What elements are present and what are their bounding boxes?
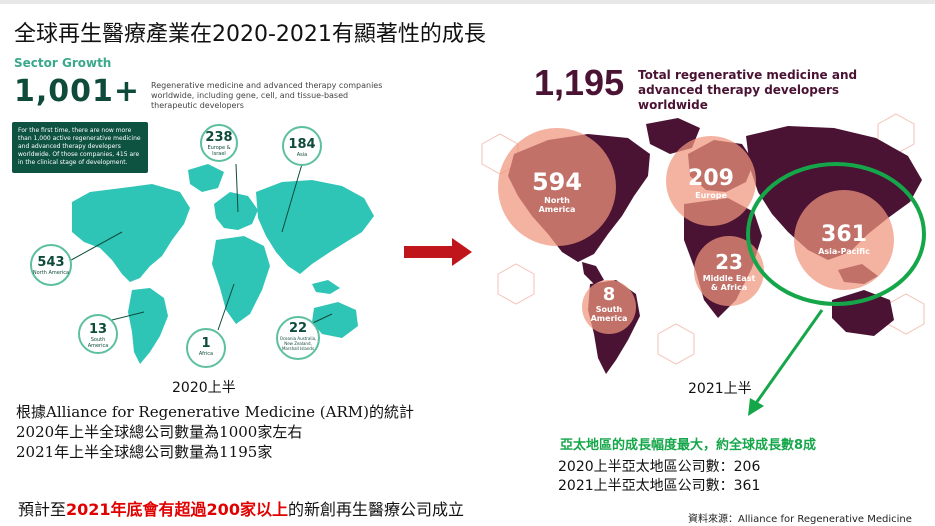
region-bubble-asia-pacific-2021: 361 Asia-Pacific <box>794 190 894 290</box>
forecast-suffix: 的新創再生醫療公司成立 <box>287 500 464 519</box>
apac-counts: 2020上半亞太地區公司數：206 2021上半亞太地區公司數：361 <box>558 458 760 496</box>
region-bubble-north-america-2021: 594 North America <box>498 128 616 246</box>
apac-count-2021: 2021上半亞太地區公司數：361 <box>558 478 761 494</box>
region-bubble-north-america-2020: 543 North America <box>30 244 72 286</box>
region-bubble-asia-2020: 184 Asia <box>282 126 322 166</box>
caption-2020: 2020上半 <box>172 380 236 396</box>
total-2020-number: 1,001+ <box>14 74 141 109</box>
sector-growth-label: Sector Growth <box>14 56 112 70</box>
region-bubble-oceania-2020: 22 Oceania Australia, New Zealand, Marsh… <box>276 316 320 360</box>
region-bubble-south-america-2021: 8 South America <box>582 280 636 334</box>
notes-line-arm: 根據Alliance for Regenerative Medicine (AR… <box>16 403 414 421</box>
total-2021-number: 1,195 <box>534 62 625 103</box>
apac-growth-title: 亞太地區的成長幅度最大，約全球成長數8成 <box>560 438 817 453</box>
apac-highlight-annotation <box>746 162 926 416</box>
slide-title: 全球再生醫療產業在2020-2021有顯著性的成長 <box>14 22 486 47</box>
region-bubble-africa-2020: 1 Africa <box>186 328 226 368</box>
apac-highlight-circle <box>746 162 926 306</box>
region-bubble-europe-2021: 209 Europe <box>666 136 756 226</box>
caption-2021: 2021上半 <box>688 381 752 397</box>
forecast-prefix: 預計至 <box>18 500 67 519</box>
apac-count-2020: 2020上半亞太地區公司數：206 <box>558 459 761 475</box>
apac-pointer-arrowhead-icon <box>748 398 764 416</box>
forecast-highlight: 2021年底會有超過200家以上 <box>66 500 288 519</box>
top-border <box>0 0 935 4</box>
teal-world-map <box>63 163 374 364</box>
notes-line-2020: 2020年上半全球總公司數量為1000家左右 <box>16 423 303 441</box>
clinical-stage-note: For the first time, there are now more t… <box>12 122 148 173</box>
growth-arrow-icon <box>404 238 472 266</box>
total-2021-description: Total regenerative medicine and advanced… <box>638 68 858 112</box>
statistics-notes: 根據Alliance for Regenerative Medicine (AR… <box>16 402 414 462</box>
notes-line-2021: 2021年上半全球總公司數量為1195家 <box>16 443 273 461</box>
infographic-2020: Sector Growth 1,001+ Regenerative medici… <box>12 52 400 370</box>
total-2020-description: Regenerative medicine and advanced thera… <box>151 81 383 110</box>
region-bubble-south-america-2020: 13 South America <box>78 314 118 354</box>
forecast-statement: 預計至2021年底會有超過200家以上的新創再生醫療公司成立 <box>18 496 464 520</box>
apac-pointer-line <box>752 309 824 407</box>
region-bubble-europe-israel: 238 Europe & Israel <box>200 124 238 162</box>
source-citation: 資料來源：Alliance for Regenerative Medicine <box>688 514 912 525</box>
region-bubble-middle-east-africa-2021: 23 Middle East & Africa <box>694 236 764 306</box>
